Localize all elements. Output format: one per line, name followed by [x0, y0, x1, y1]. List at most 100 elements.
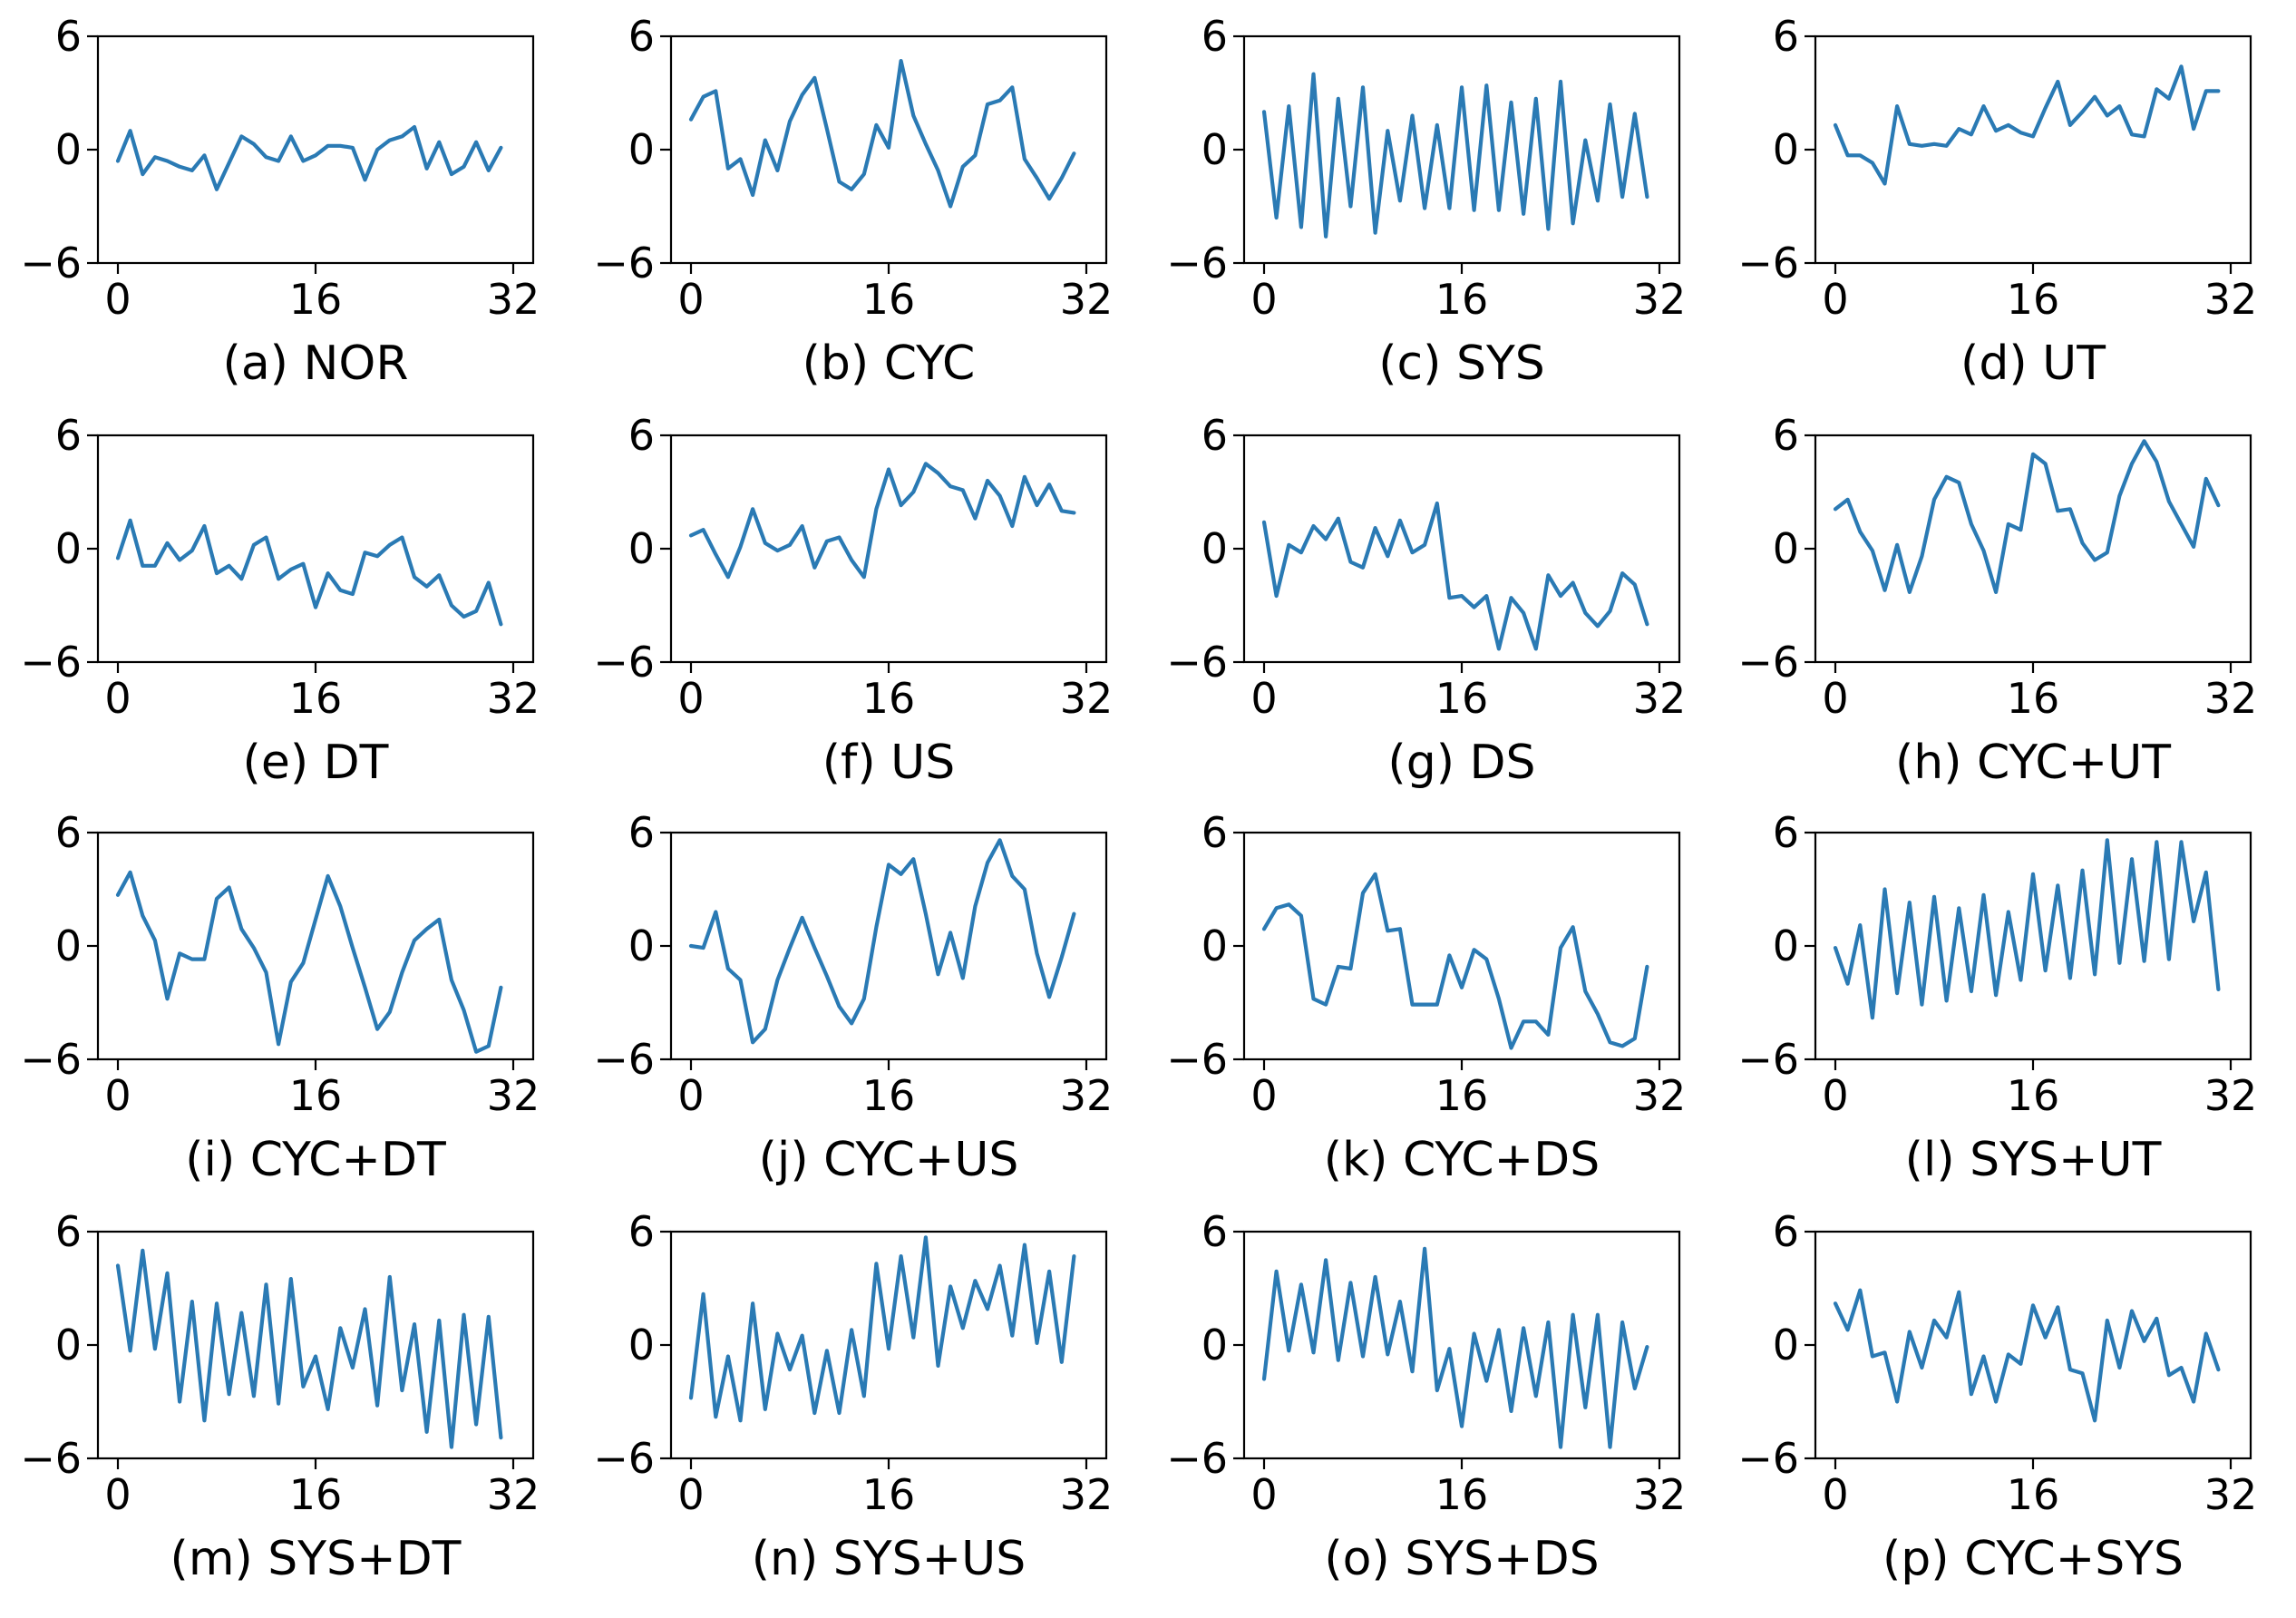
y-tick-label: 6: [628, 12, 655, 61]
y-tick-label: 6: [55, 808, 82, 857]
axes-frame: [1242, 34, 1681, 265]
x-tick-label: 32: [487, 1470, 540, 1519]
y-tick-label: −6: [593, 239, 655, 288]
y-tick-label: −6: [20, 638, 82, 687]
x-tick-label: 16: [1435, 1071, 1489, 1120]
subplot-15: 6 0 −6 0 16 32 (o) SYS+DS: [1166, 1207, 1686, 1586]
y-tick-label: 6: [1202, 12, 1228, 61]
y-tick-label: 6: [55, 12, 82, 61]
x-tick-label: 0: [1250, 1071, 1277, 1120]
subplot-caption: (k) CYC+DS: [1324, 1133, 1600, 1187]
x-tick-label: 0: [677, 1071, 704, 1120]
subplot-caption: (d) UT: [1960, 336, 2106, 391]
y-tick-label: −6: [20, 239, 82, 288]
x-tick-label: 32: [487, 1071, 540, 1120]
y-tick-label: 0: [1202, 921, 1228, 970]
subplot-caption: (f) US: [822, 736, 955, 790]
x-tick-label: 16: [2007, 674, 2060, 723]
y-tick-label: 0: [55, 1321, 82, 1369]
x-tick-label: 0: [1250, 275, 1277, 324]
x-tick-label: 0: [1250, 674, 1277, 723]
x-tick-label: 0: [104, 1470, 131, 1519]
subplot-caption: (c) SYS: [1378, 336, 1544, 391]
y-tick-label: 6: [628, 1207, 655, 1256]
subplot-caption: (b) CYC: [803, 336, 976, 391]
axes-frame: [1242, 831, 1681, 1061]
x-tick-label: 16: [1435, 1470, 1489, 1519]
axes-frame: [1814, 1230, 2252, 1460]
x-tick-label: 16: [862, 275, 916, 324]
subplot-8: 6 0 −6 0 16 32 (h) CYC+UT: [1737, 411, 2257, 790]
subplot-3: 6 0 −6 0 16 32 (c) SYS: [1166, 12, 1686, 391]
subplot-caption: (n) SYS+US: [752, 1532, 1026, 1586]
y-tick-label: 0: [1202, 1321, 1228, 1369]
subplot-2: 6 0 −6 0 16 32 (b) CYC: [593, 12, 1113, 391]
y-tick-label: −6: [1737, 1434, 1799, 1483]
y-tick-label: 0: [55, 921, 82, 970]
x-tick-label: 0: [677, 1470, 704, 1519]
series-line: [688, 1235, 1076, 1423]
axes-frame: [1814, 434, 2252, 664]
x-tick-label: 16: [1435, 674, 1489, 723]
x-tick-label: 32: [1633, 1071, 1687, 1120]
series-line: [688, 838, 1076, 1045]
y-tick-label: −6: [1737, 638, 1799, 687]
y-tick-label: 6: [628, 411, 655, 460]
x-tick-label: 16: [2007, 275, 2060, 324]
y-tick-label: 6: [1202, 411, 1228, 460]
x-tick-label: 16: [289, 275, 343, 324]
x-tick-label: 0: [1822, 674, 1848, 723]
subplot-caption: (m) SYS+DT: [170, 1532, 462, 1586]
y-tick-label: −6: [1737, 1035, 1799, 1084]
subplot-5: 6 0 −6 0 16 32 (e) DT: [20, 411, 540, 790]
y-tick-label: 0: [628, 125, 655, 174]
series-line: [1833, 64, 2221, 186]
x-tick-label: 16: [289, 1071, 343, 1120]
subplot-caption: (g) DS: [1387, 736, 1535, 790]
x-tick-label: 32: [2204, 1071, 2258, 1120]
subplot-6: 6 0 −6 0 16 32 (f) US: [593, 411, 1113, 790]
y-tick-label: −6: [1737, 239, 1799, 288]
x-tick-label: 32: [1633, 1470, 1687, 1519]
y-tick-label: −6: [1166, 239, 1228, 288]
y-tick-label: 6: [1773, 1207, 1799, 1256]
x-tick-label: 16: [1435, 275, 1489, 324]
x-tick-label: 0: [1822, 1071, 1848, 1120]
x-tick-label: 0: [677, 275, 704, 324]
axes-frame: [96, 34, 535, 265]
x-tick-label: 32: [1060, 1470, 1114, 1519]
y-tick-label: 0: [1773, 921, 1799, 970]
x-tick-label: 16: [289, 1470, 343, 1519]
y-tick-label: 0: [1773, 1321, 1799, 1369]
y-tick-label: 0: [55, 125, 82, 174]
x-tick-label: 16: [2007, 1470, 2060, 1519]
subplot-13: 6 0 −6 0 16 32 (m) SYS+DT: [20, 1207, 540, 1586]
y-tick-label: 0: [628, 524, 655, 573]
x-tick-label: 16: [2007, 1071, 2060, 1120]
series-line: [115, 518, 503, 627]
x-tick-label: 32: [487, 275, 540, 324]
x-tick-label: 32: [2204, 674, 2258, 723]
subplot-9: 6 0 −6 0 16 32 (i) CYC+DT: [20, 808, 540, 1187]
y-tick-label: −6: [1166, 1035, 1228, 1084]
subplot-caption: (e) DT: [243, 736, 389, 790]
series-line: [1261, 72, 1649, 239]
subplot-4: 6 0 −6 0 16 32 (d) UT: [1737, 12, 2257, 391]
y-tick-label: −6: [20, 1035, 82, 1084]
series-line: [688, 58, 1076, 209]
series-line: [115, 1248, 503, 1449]
x-tick-label: 16: [289, 674, 343, 723]
y-tick-label: 6: [1202, 1207, 1228, 1256]
x-tick-label: 0: [104, 275, 131, 324]
series-line: [115, 870, 503, 1054]
subplot-caption: (j) CYC+US: [759, 1133, 1019, 1187]
y-tick-label: 6: [55, 1207, 82, 1256]
y-tick-label: 0: [55, 524, 82, 573]
y-tick-label: 0: [628, 921, 655, 970]
x-tick-label: 0: [1250, 1470, 1277, 1519]
y-tick-label: 0: [1202, 524, 1228, 573]
subplot-caption: (p) CYC+SYS: [1883, 1532, 2184, 1586]
y-tick-label: −6: [20, 1434, 82, 1483]
y-tick-label: 0: [1202, 125, 1228, 174]
